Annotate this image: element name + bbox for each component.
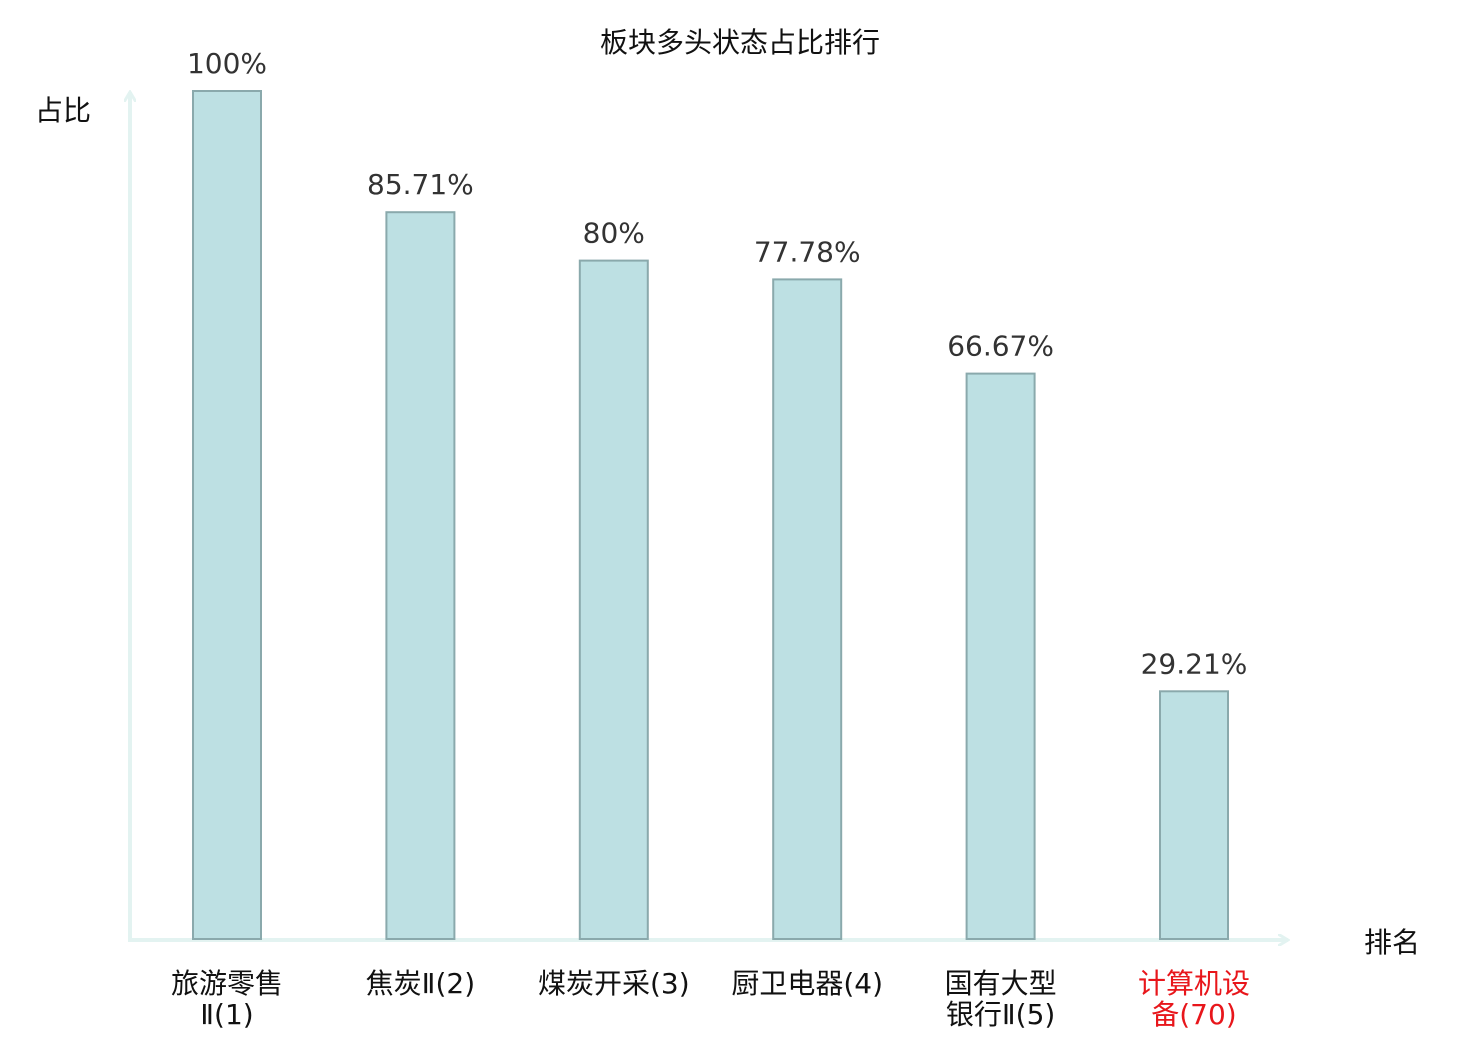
value-label-3: 80% <box>583 217 645 250</box>
category-label-1-line-2: Ⅱ(1) <box>200 998 253 1031</box>
bar-2 <box>385 211 456 940</box>
bar-3 <box>578 259 649 941</box>
bar-1 <box>192 90 262 940</box>
category-label-3: 煤炭开采(3) <box>538 967 690 1000</box>
value-label-2: 85.71% <box>367 168 474 201</box>
category-label-6-line-2: 备(70) <box>1151 998 1236 1031</box>
x-axis-label: 排名 <box>1364 926 1420 959</box>
category-label-2: 焦炭Ⅱ(2) <box>366 967 475 1000</box>
value-label-5: 66.67% <box>947 330 1054 363</box>
category-label-1-line-1: 旅游零售 <box>171 967 283 1000</box>
value-labels-group: 100% 85.71% 80% 77.78% 66.67% 29.21% <box>187 47 1247 680</box>
value-label-6: 29.21% <box>1141 647 1248 680</box>
bar-6 <box>1159 690 1229 940</box>
value-label-1: 100% <box>187 47 267 80</box>
category-label-4: 厨卫电器(4) <box>731 967 883 1000</box>
category-label-5-line-2: 银行Ⅱ(5) <box>946 998 1055 1031</box>
chart-title: 板块多头状态占比排行 <box>600 26 880 59</box>
bars-group <box>192 90 1229 941</box>
bar-4 <box>772 278 843 940</box>
y-axis-label: 占比 <box>35 94 91 127</box>
value-label-4: 77.78% <box>754 235 861 268</box>
bar-5 <box>965 372 1036 941</box>
category-label-5-line-1: 国有大型 <box>945 967 1057 1000</box>
category-label-6-line-1: 计算机设 <box>1138 967 1250 1000</box>
